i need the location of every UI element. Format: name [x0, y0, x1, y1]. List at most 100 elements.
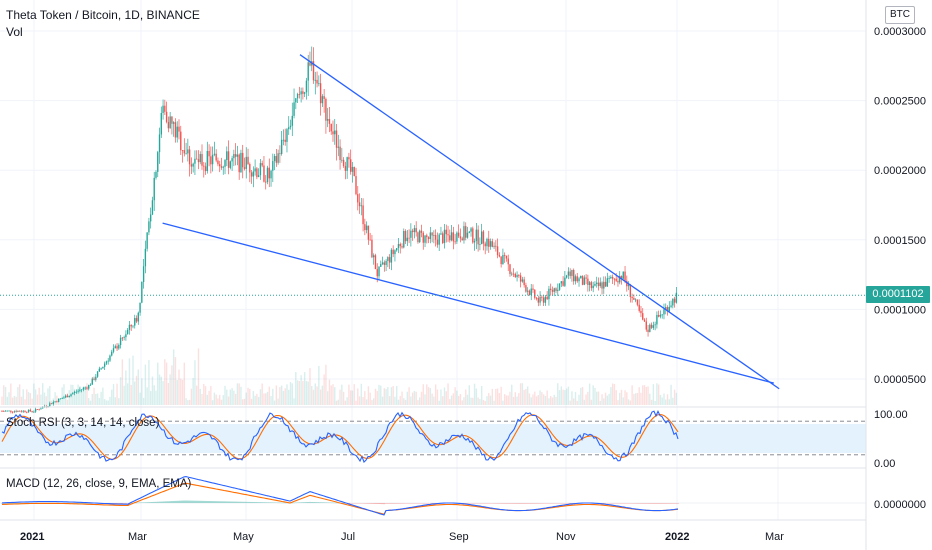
volume-bar: [36, 394, 39, 405]
macd-histogram-bar: [329, 502, 331, 504]
candle-body: [537, 298, 540, 303]
candle-body: [553, 288, 555, 292]
candle-body: [111, 351, 113, 356]
volume-bar: [203, 383, 205, 405]
candle-body: [353, 166, 355, 177]
candle-body: [507, 258, 509, 265]
macd-histogram-bar: [149, 502, 151, 503]
macd-histogram-bar: [467, 503, 469, 504]
currency-badge[interactable]: BTC: [885, 6, 915, 24]
macd-histogram-bar: [267, 502, 269, 503]
volume-bar: [105, 400, 108, 405]
current-price-tag: 0.0001102: [866, 286, 930, 303]
volume-bar: [450, 395, 453, 405]
candle-body: [197, 159, 200, 163]
candle-body: [135, 318, 138, 322]
volume-bar: [65, 394, 67, 405]
candle-body: [208, 150, 210, 157]
volume-bar: [242, 399, 244, 405]
macd-histogram-bar: [279, 502, 281, 504]
volume-bar: [564, 390, 566, 405]
macd-histogram-bar: [197, 500, 199, 503]
volume-bar: [512, 396, 515, 405]
volume-bar: [256, 393, 258, 405]
volume-bar: [96, 393, 99, 405]
macd-histogram-bar: [663, 503, 665, 504]
macd-histogram-bar: [397, 503, 399, 504]
candle-body: [348, 157, 350, 160]
macd-histogram-bar: [647, 503, 649, 504]
macd-histogram-bar: [207, 500, 209, 503]
volume-bar: [433, 396, 435, 405]
candle-body: [125, 334, 127, 338]
macd-histogram-bar: [81, 502, 83, 504]
candle-body: [663, 309, 665, 315]
macd-signal-line: [1, 482, 679, 515]
volume-bar: [134, 381, 136, 405]
volume-bar: [390, 387, 393, 405]
trendline-1: [299, 54, 780, 390]
candle-body: [178, 126, 180, 132]
macd-histogram-bar: [379, 503, 381, 505]
macd-histogram-bar: [649, 503, 651, 504]
time-label-may: May: [233, 531, 254, 543]
macd-histogram-bar: [667, 503, 669, 504]
volume-bar: [371, 399, 373, 405]
price-axis[interactable]: 0.0003000 0.0002500 0.0002000 0.0001500 0.00…: [874, 26, 926, 386]
candle-body: [72, 393, 74, 395]
volume-bar: [505, 395, 508, 405]
volume-bar: [279, 387, 281, 405]
candle-body: [139, 302, 141, 313]
candle-body: [599, 282, 601, 287]
candle-body: [153, 177, 155, 201]
candle-body: [606, 278, 609, 287]
volume-bar: [615, 390, 617, 405]
macd-histogram-bar: [219, 501, 221, 503]
volume-bar: [172, 349, 175, 405]
volume-bar: [250, 398, 253, 405]
volume-bar: [666, 394, 669, 405]
volume-bar: [337, 399, 339, 405]
volume-bar: [606, 395, 609, 405]
macd-histogram-bar: [659, 503, 661, 504]
macd-histogram-bar: [661, 503, 663, 504]
candle-body: [231, 158, 233, 162]
candle-body: [578, 278, 580, 282]
candle-body: [381, 262, 384, 265]
macd-axis: 0.0000000: [874, 499, 926, 511]
macd-label[interactable]: MACD (12, 26, close, 9, EMA, EMA): [6, 478, 192, 490]
volume-bar: [102, 387, 104, 405]
candle-body: [516, 275, 518, 278]
volume-bar: [392, 386, 394, 405]
volume-bar: [438, 400, 440, 405]
candle-body: [325, 98, 327, 121]
volume-bar: [657, 384, 660, 405]
candle-body: [155, 171, 157, 178]
volume-bar: [442, 396, 444, 405]
candle-body: [541, 296, 543, 298]
macd-histogram-bar: [497, 503, 499, 504]
candle-body: [569, 271, 571, 276]
volume-bar: [111, 389, 113, 405]
volume-bar: [312, 389, 315, 405]
volume-bar: [72, 384, 74, 405]
volume-bar: [544, 395, 547, 405]
stoch-rsi-label[interactable]: Stoch RSI (3, 3, 14, 14, close): [6, 417, 160, 429]
macd-histogram-bar: [269, 502, 271, 503]
volume-bar: [277, 398, 279, 405]
time-label-sep: Sep: [449, 531, 469, 543]
volume-bar: [519, 383, 522, 405]
volume-bar: [380, 385, 382, 405]
volume-bar: [190, 388, 193, 405]
macd-histogram-bar: [359, 503, 361, 504]
volume-bar: [463, 397, 465, 405]
candle-body: [634, 299, 637, 301]
volume-bar: [445, 391, 447, 405]
time-axis[interactable]: 2021 Mar May Jul Sep Nov 2022 Mar: [20, 531, 784, 543]
candle-body: [337, 146, 339, 148]
volume-bar: [585, 394, 587, 405]
volume-bar: [406, 391, 409, 405]
candle-body: [240, 152, 242, 173]
macd-histogram-bar: [311, 501, 313, 503]
